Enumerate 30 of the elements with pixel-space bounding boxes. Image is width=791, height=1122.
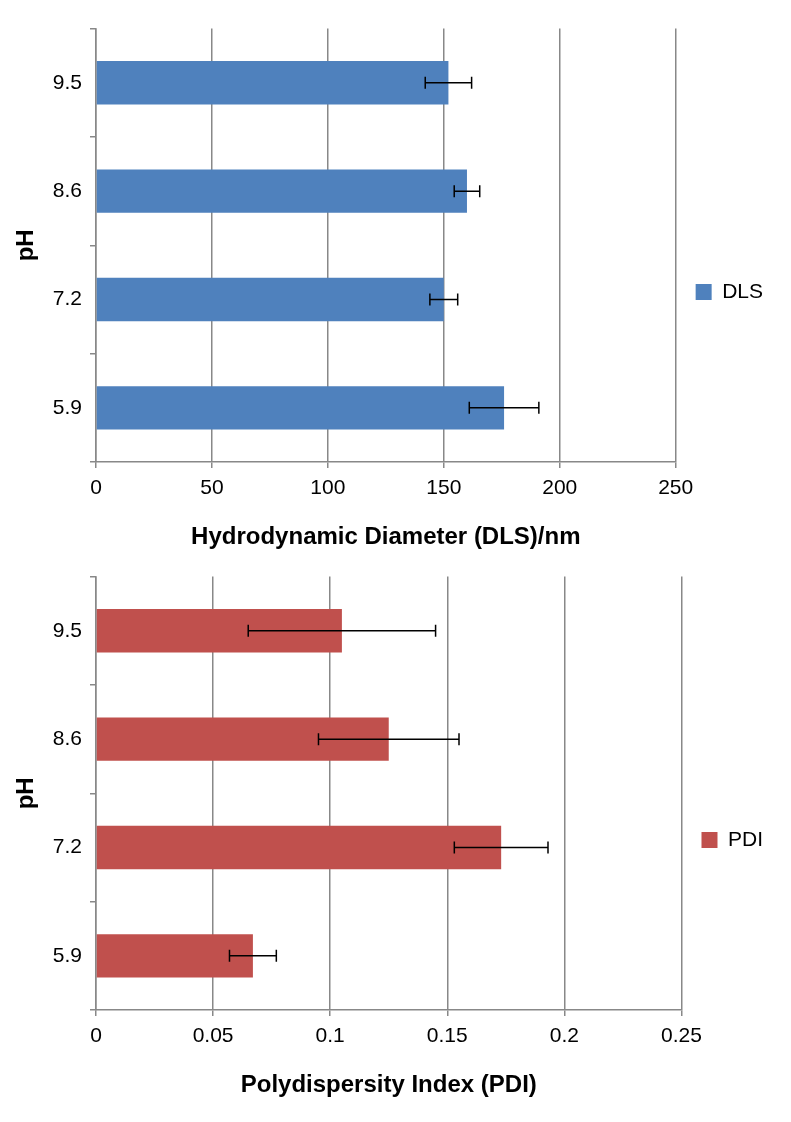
x-axis-title: Hydrodynamic Diameter (DLS)/nm xyxy=(191,522,581,550)
x-tick-label: 200 xyxy=(542,475,578,499)
y-tick-label: 5.9 xyxy=(52,394,82,418)
legend-label: DLS xyxy=(722,278,764,302)
x-axis-title: Polydispersity Index (PDI) xyxy=(240,1070,537,1098)
x-tick-label: 0 xyxy=(90,1023,102,1047)
bar xyxy=(96,609,342,653)
x-tick-label: 0.15 xyxy=(426,1023,468,1047)
x-tick-label: 0 xyxy=(90,475,102,499)
y-axis-title: pH xyxy=(11,777,39,810)
y-tick-label: 7.2 xyxy=(52,286,82,310)
x-tick-label: 250 xyxy=(658,475,694,499)
bar xyxy=(96,717,389,761)
x-tick-label: 0.05 xyxy=(192,1023,234,1047)
y-tick-label: 8.6 xyxy=(52,177,82,201)
x-tick-label: 50 xyxy=(200,475,224,499)
bar xyxy=(96,825,502,870)
y-tick-label: 5.9 xyxy=(52,942,82,966)
x-tick-label: 0.1 xyxy=(315,1023,345,1047)
y-tick-label: 8.6 xyxy=(52,725,82,749)
y-tick-label: 9.5 xyxy=(52,69,82,93)
y-tick-label: 9.5 xyxy=(52,617,82,641)
x-tick-label: 0.25 xyxy=(661,1023,702,1047)
x-tick-label: 150 xyxy=(426,475,462,499)
x-tick-label: 100 xyxy=(310,475,346,499)
y-tick-label: 7.2 xyxy=(52,834,82,858)
legend-label: PDI xyxy=(727,826,764,850)
bar xyxy=(96,934,253,978)
x-tick-label: 0.2 xyxy=(549,1023,579,1047)
y-axis-title: pH xyxy=(11,229,39,262)
